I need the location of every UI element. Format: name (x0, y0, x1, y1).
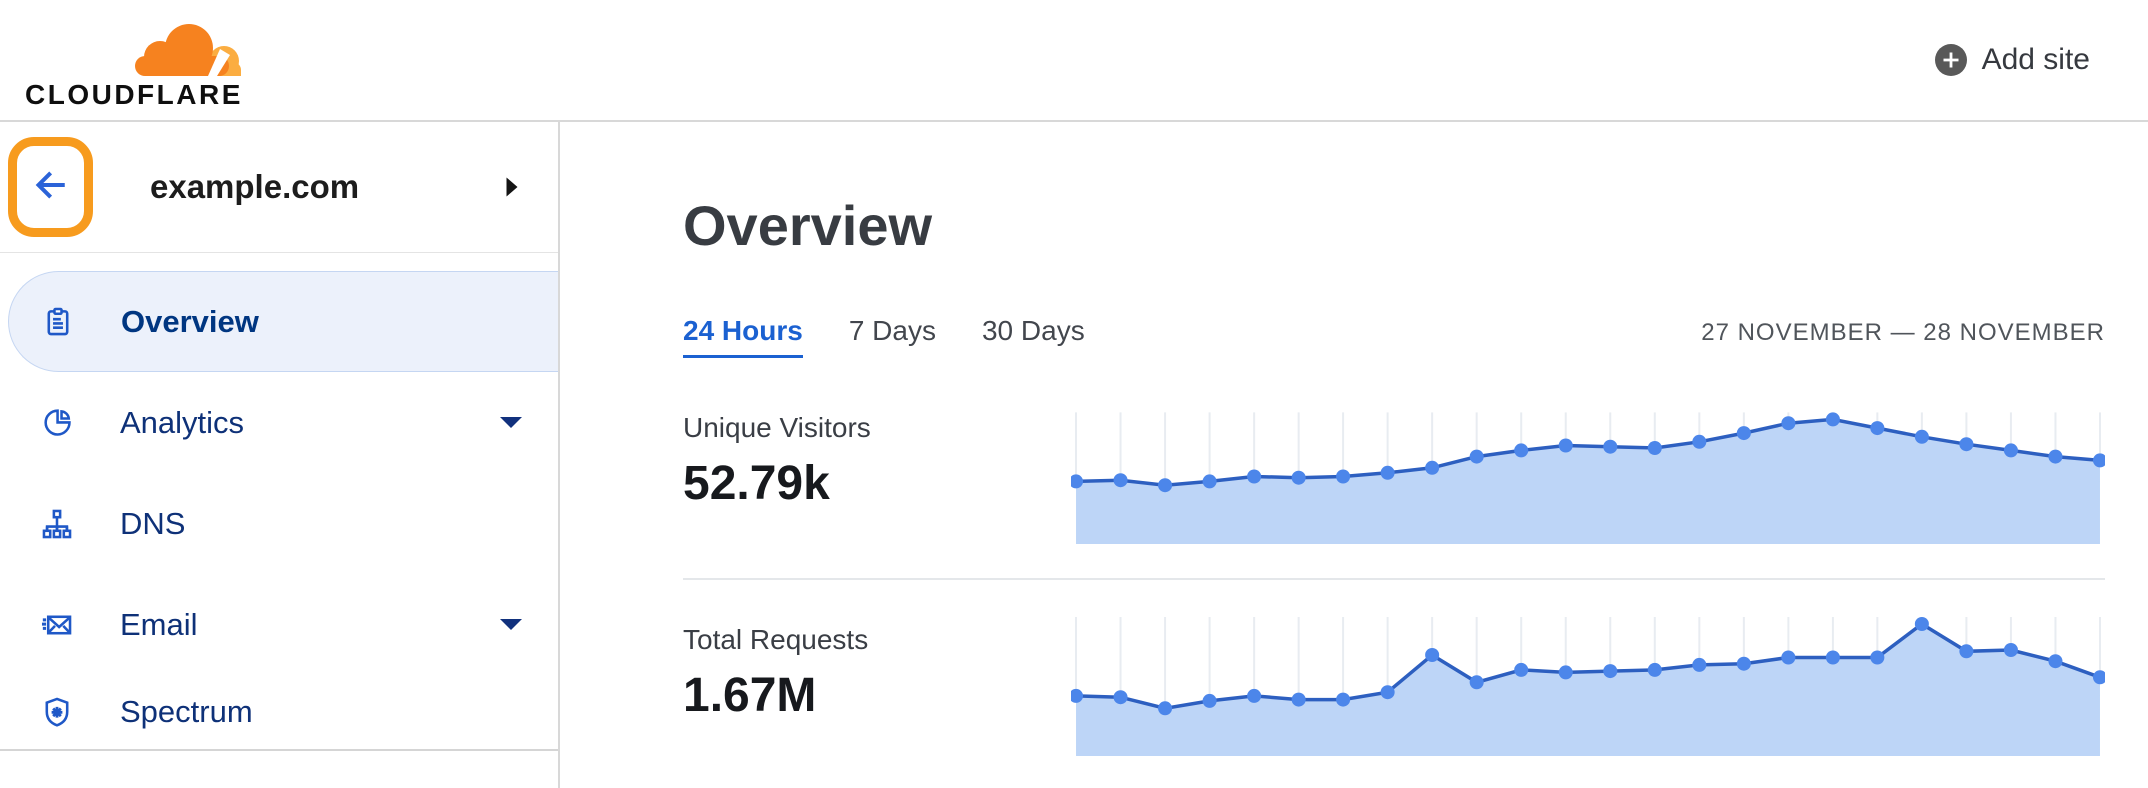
metric-info: Total Requests 1.67M (683, 616, 1071, 756)
pie-chart-icon (40, 406, 74, 440)
add-site-label: Add site (1981, 43, 2090, 76)
date-range: 27 NOVEMBER — 28 NOVEMBER (1701, 319, 2105, 346)
add-site-button[interactable]: Add site (1934, 43, 2090, 77)
row-divider (683, 578, 2105, 580)
site-name: example.com (150, 168, 360, 205)
metric-value: 1.67M (683, 669, 817, 722)
sidebar-item-label: Analytics (120, 404, 245, 440)
back-button[interactable] (8, 137, 93, 237)
metrics-section: Unique Visitors 52.79k Total Requests 1.… (683, 404, 2105, 756)
chevron-right-icon[interactable] (504, 174, 520, 200)
page-title: Overview (683, 194, 933, 257)
sidebar-item-overview[interactable]: Overview (8, 271, 558, 372)
metric-info: Unique Visitors 52.79k (683, 404, 1071, 544)
sidebar-item-analytics[interactable]: Analytics (0, 372, 558, 473)
shield-icon (40, 695, 74, 729)
cloudflare-logo[interactable]: CLOUDFLARE (25, 10, 243, 111)
sidebar-item-dns[interactable]: DNS (0, 473, 558, 574)
sidebar-item-label: Overview (121, 303, 259, 339)
total-requests-chart (1071, 616, 2105, 756)
total-requests-row: Total Requests 1.67M (683, 616, 2105, 756)
arrow-left-icon (29, 163, 73, 212)
sidebar-section-divider (0, 749, 558, 751)
sidebar-item-email[interactable]: Email (0, 574, 558, 675)
site-switcher-row: example.com (0, 122, 558, 253)
main-content: Overview 24 Hours 7 Days 30 Days 27 NOVE… (560, 122, 2148, 788)
plus-icon (1934, 43, 1968, 77)
sidebar-nav: Overview Analytics (0, 253, 558, 751)
tab-24-hours[interactable]: 24 Hours (683, 314, 803, 358)
sitemap-icon (40, 507, 74, 541)
metric-label: Unique Visitors (683, 412, 871, 443)
unique-visitors-chart (1071, 404, 2105, 544)
sidebar: example.com Overvie (0, 122, 560, 788)
metric-value: 52.79k (683, 457, 830, 510)
chevron-down-icon (500, 618, 522, 631)
sidebar-item-label: DNS (120, 505, 186, 541)
time-range-tabs: 24 Hours 7 Days 30 Days 27 NOVEMBER — 28… (683, 314, 2105, 358)
tab-30-days[interactable]: 30 Days (981, 315, 1085, 346)
cloudflare-wordmark: CLOUDFLARE (25, 78, 243, 110)
top-header: CLOUDFLARE Add site (0, 0, 2148, 122)
sidebar-item-spectrum[interactable]: Spectrum (0, 675, 558, 749)
sidebar-item-label: Spectrum (120, 694, 253, 729)
sidebar-item-label: Email (120, 606, 198, 642)
email-icon (40, 608, 74, 642)
cloudflare-cloud-icon (129, 22, 243, 76)
tab-7-days[interactable]: 7 Days (848, 315, 936, 346)
metric-label: Total Requests (683, 624, 869, 655)
chevron-down-icon (500, 416, 522, 429)
unique-visitors-row: Unique Visitors 52.79k (683, 404, 2105, 544)
clipboard-icon (41, 305, 75, 339)
